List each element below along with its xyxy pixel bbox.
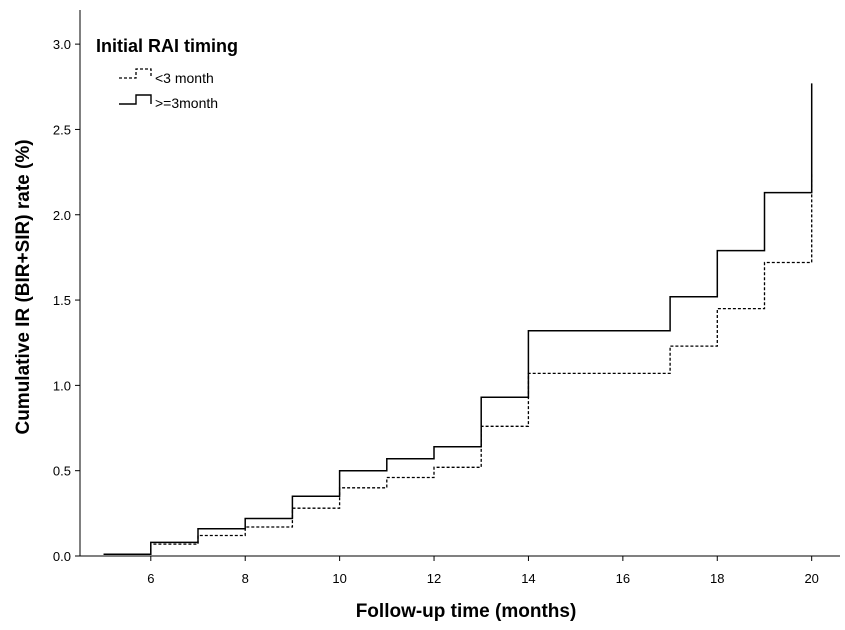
legend-label-less-than-3-month: <3 month [155, 70, 214, 86]
x-tick-label: 10 [332, 571, 346, 586]
y-tick-label: 0.0 [53, 549, 71, 564]
y-tick-label: 0.5 [53, 464, 71, 479]
x-tick-label: 18 [710, 571, 724, 586]
x-tick-label: 16 [616, 571, 630, 586]
y-tick-labels: 0.0 0.5 1.0 1.5 2.0 2.5 3.0 [53, 37, 80, 564]
legend-item-less-than-3-month: <3 month [119, 68, 214, 86]
x-tick-label: 14 [521, 571, 535, 586]
y-tick-label: 3.0 [53, 37, 71, 52]
legend: Initial RAI timing <3 month >=3month [96, 36, 238, 111]
series-lines [103, 83, 813, 556]
axes [79, 10, 840, 557]
legend-swatch-solid [119, 94, 152, 105]
legend-swatch-dashed [119, 68, 152, 79]
y-tick-label: 2.0 [53, 208, 71, 223]
series-line-3-month-or-more [103, 83, 813, 556]
legend-item-3-month-or-more: >=3month [119, 94, 218, 111]
legend-label-3-month-or-more: >=3month [155, 95, 218, 111]
y-tick-label: 2.5 [53, 122, 71, 137]
x-tick-label: 6 [147, 571, 154, 586]
legend-title: Initial RAI timing [96, 36, 238, 56]
series-line-less-than-3-month [103, 173, 813, 555]
x-tick-label: 20 [804, 571, 818, 586]
y-axis-title: Cumulative IR (BIR+SIR) rate (%) [13, 139, 34, 434]
x-tick-label: 8 [242, 571, 249, 586]
y-tick-label: 1.0 [53, 378, 71, 393]
x-tick-label: 12 [427, 571, 441, 586]
y-tick-label: 1.5 [53, 293, 71, 308]
x-tick-labels: 6 8 10 12 14 16 18 20 [147, 556, 819, 586]
x-axis-title: Follow-up time (months) [356, 601, 577, 622]
